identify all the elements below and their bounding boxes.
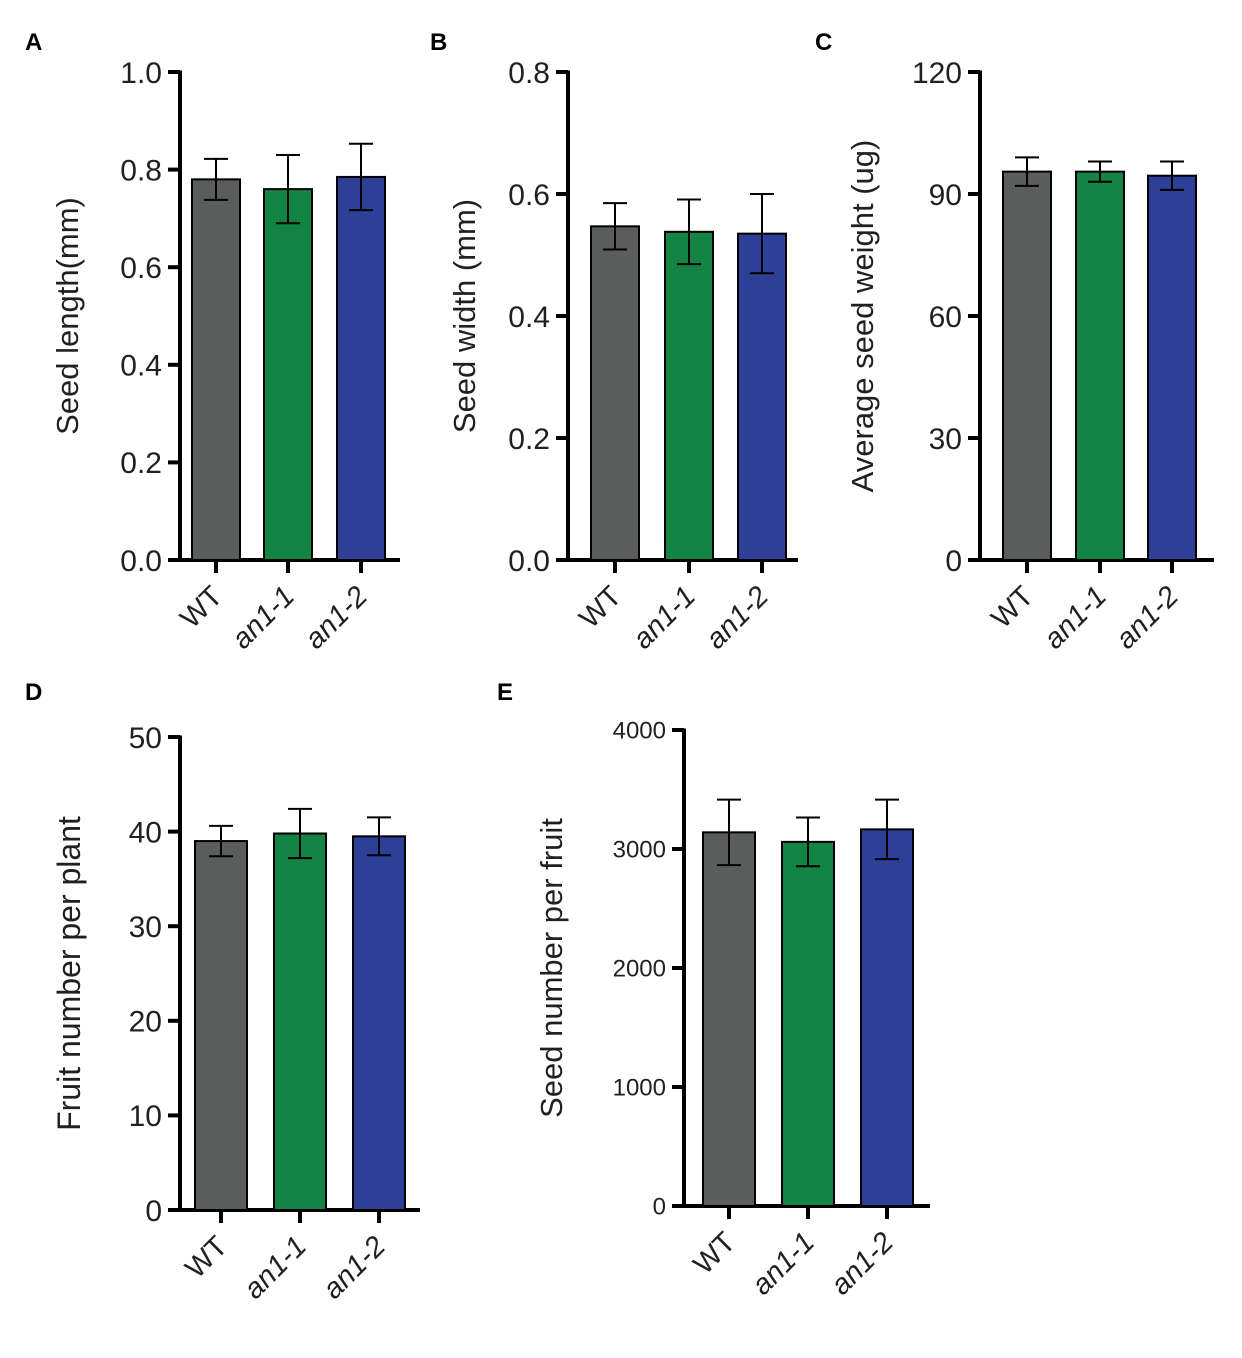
x-category-label: an1-1 bbox=[627, 580, 702, 655]
panel-letter: A bbox=[25, 29, 42, 56]
panel-letter: D bbox=[25, 679, 42, 706]
bar-wt bbox=[702, 831, 756, 1208]
x-category-label: an1-2 bbox=[700, 580, 775, 655]
y-axis-title: Average seed weight (ug) bbox=[845, 140, 880, 493]
y-tick-label: 2000 bbox=[613, 956, 666, 983]
y-tick-label: 0 bbox=[145, 1195, 162, 1228]
y-tick-label: 3000 bbox=[613, 837, 666, 864]
y-tick-label: 40 bbox=[129, 816, 162, 849]
error-bar-an1-2 bbox=[875, 798, 899, 861]
bar-an1-2 bbox=[1147, 174, 1197, 561]
y-tick-label: 0.6 bbox=[508, 179, 550, 212]
bar-an1-2 bbox=[860, 828, 914, 1207]
bar-an1-2 bbox=[737, 232, 787, 561]
panel-e: E 0 1000 2000 3000 4000 Seed number per fruit W… bbox=[497, 679, 930, 1301]
panel-b: B 0.0 0.2 0.4 0.6 0.8 Seed width (mm) WTan1-1an… bbox=[430, 29, 798, 655]
x-category-label: an1-1 bbox=[746, 1226, 821, 1301]
error-bar-an1-1 bbox=[796, 816, 820, 868]
error-bar-an1-1 bbox=[276, 153, 300, 225]
error-bar-wt bbox=[717, 798, 741, 867]
y-tick-label: 30 bbox=[129, 911, 162, 944]
y-tick-label: 120 bbox=[912, 57, 962, 90]
bar-an1-2 bbox=[336, 175, 386, 561]
bar-an1-1 bbox=[664, 230, 714, 561]
bar-wt bbox=[191, 178, 241, 562]
bar-an1-1 bbox=[1075, 170, 1125, 561]
y-tick-label: 0.8 bbox=[120, 154, 162, 187]
y-tick-label: 0.4 bbox=[508, 301, 550, 334]
y-tick-label: 20 bbox=[129, 1006, 162, 1039]
x-category-label: an1-2 bbox=[1110, 580, 1185, 655]
bar-an1-1 bbox=[263, 188, 313, 561]
y-tick-label: 30 bbox=[929, 423, 962, 456]
x-category-label: an1-2 bbox=[317, 1230, 392, 1305]
y-axis-title: Seed number per fruit bbox=[534, 818, 569, 1118]
y-tick-label: 0.6 bbox=[120, 252, 162, 285]
x-category-label: WT bbox=[985, 580, 1040, 635]
error-bar-wt bbox=[204, 157, 228, 201]
x-category-label: an1-1 bbox=[226, 580, 301, 655]
y-tick-label: 0.4 bbox=[120, 350, 162, 383]
x-category-label: an1-2 bbox=[825, 1226, 900, 1301]
x-category-label: WT bbox=[179, 1230, 234, 1285]
y-tick-label: 0.2 bbox=[508, 423, 550, 456]
y-tick-label: 4000 bbox=[613, 718, 666, 745]
bar-an1-1 bbox=[273, 832, 327, 1211]
y-tick-label: 0 bbox=[945, 545, 962, 578]
error-bar-an1-1 bbox=[677, 198, 701, 266]
error-bar-wt bbox=[603, 202, 627, 251]
x-category-label: WT bbox=[687, 1226, 742, 1281]
bar-wt bbox=[1002, 170, 1052, 561]
error-bar-an1-2 bbox=[367, 816, 391, 857]
y-axis-title: Fruit number per plant bbox=[51, 816, 87, 1131]
y-tick-label: 60 bbox=[929, 301, 962, 334]
error-bar-an1-2 bbox=[750, 193, 774, 275]
bar-wt bbox=[194, 840, 248, 1211]
x-category-label: WT bbox=[174, 580, 229, 635]
panel-letter: C bbox=[815, 29, 832, 56]
y-tick-label: 10 bbox=[129, 1100, 162, 1133]
error-bar-wt bbox=[1015, 156, 1039, 187]
y-tick-label: 0.2 bbox=[120, 447, 162, 480]
x-category-label: an1-1 bbox=[1038, 580, 1113, 655]
panel-letter: B bbox=[430, 29, 447, 56]
error-bar-wt bbox=[209, 824, 233, 858]
x-category-label: WT bbox=[573, 580, 628, 635]
y-tick-label: 0.0 bbox=[508, 545, 550, 578]
panel-letter: E bbox=[497, 679, 513, 706]
x-category-label: an1-2 bbox=[299, 580, 374, 655]
bar-an1-1 bbox=[781, 840, 835, 1207]
y-tick-label: 0.0 bbox=[120, 545, 162, 578]
error-bar-an1-2 bbox=[349, 142, 373, 212]
error-bar-an1-2 bbox=[1160, 160, 1184, 191]
bar-wt bbox=[590, 225, 640, 562]
error-bar-an1-1 bbox=[1088, 160, 1112, 183]
y-tick-label: 1.0 bbox=[120, 57, 162, 90]
y-axis-title: Seed width (mm) bbox=[447, 199, 482, 433]
y-axis-title: Seed length(mm) bbox=[50, 197, 85, 435]
error-bar-an1-1 bbox=[288, 807, 312, 860]
y-tick-label: 1000 bbox=[613, 1075, 666, 1102]
y-tick-label: 50 bbox=[129, 722, 162, 755]
bar-an1-2 bbox=[352, 835, 406, 1212]
y-tick-label: 90 bbox=[929, 179, 962, 212]
x-category-label: an1-1 bbox=[238, 1230, 313, 1305]
y-tick-label: 0 bbox=[653, 1194, 666, 1221]
y-tick-label: 0.8 bbox=[508, 57, 550, 90]
